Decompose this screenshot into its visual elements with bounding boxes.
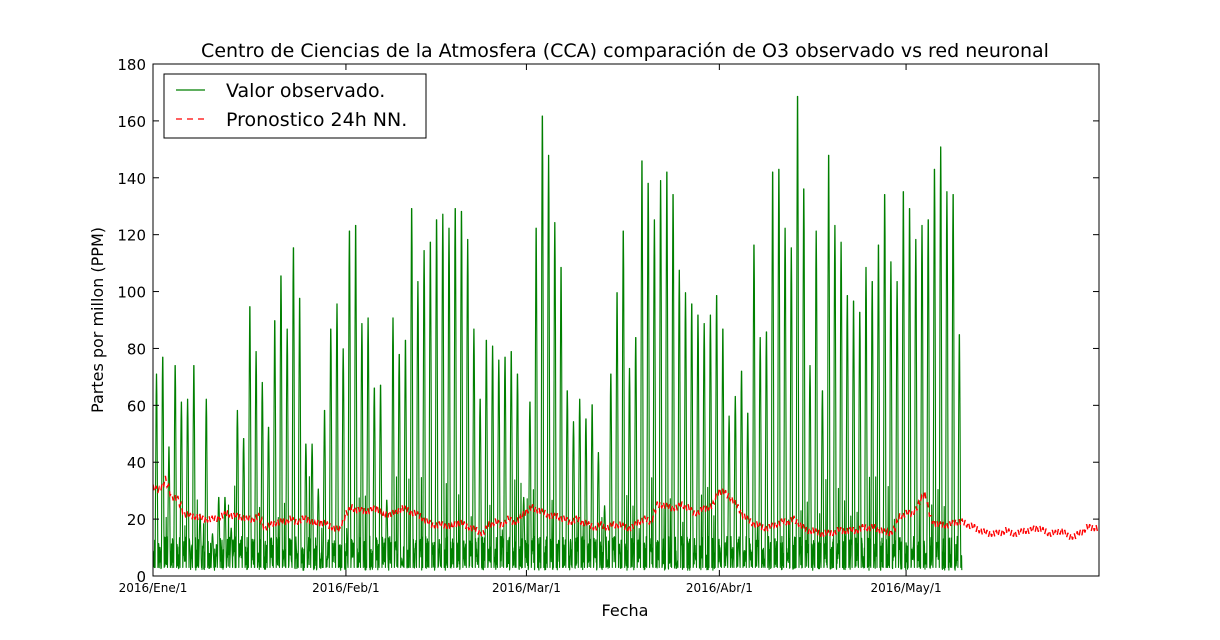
y-tick-label: 0: [136, 568, 146, 586]
observed-series-line: [153, 95, 963, 571]
y-tick-label: 160: [117, 113, 146, 131]
legend-label-forecast: Pronostico 24h NN.: [226, 109, 407, 131]
x-tick-label: 2016/Mar/1: [492, 581, 561, 595]
x-tick-label: 2016/Feb/1: [312, 581, 380, 595]
y-tick-label: 180: [117, 56, 146, 74]
y-tick-label: 120: [117, 227, 146, 245]
y-axis-label: Partes por millon (PPM): [88, 227, 107, 413]
x-tick-label: 2016/Abr/1: [686, 581, 753, 595]
legend: Valor observado. Pronostico 24h NN.: [163, 73, 427, 139]
forecast-series-line: [153, 475, 1099, 540]
x-tick-label: 2016/May/1: [871, 581, 942, 595]
chart-title: Centro de Ciencias de la Atmosfera (CCA)…: [201, 40, 1049, 62]
x-tick-label: 2016/Ene/1: [119, 581, 188, 595]
y-tick-label: 40: [127, 454, 146, 472]
x-axis-label: Fecha: [602, 601, 649, 620]
y-tick-label: 140: [117, 170, 146, 188]
y-tick-label: 20: [127, 511, 146, 529]
legend-box: [163, 73, 427, 139]
axis-ticks: 0 20 40 60 80 100 120 140 160 180 2016/Ene/1 2016/F…: [117, 56, 1099, 595]
series-layer: [153, 95, 1099, 571]
y-tick-label: 80: [127, 340, 146, 358]
plot-frame: [152, 63, 1100, 577]
legend-label-observed: Valor observado.: [226, 80, 385, 102]
y-tick-label: 60: [127, 397, 146, 415]
y-tick-label: 100: [117, 284, 146, 302]
